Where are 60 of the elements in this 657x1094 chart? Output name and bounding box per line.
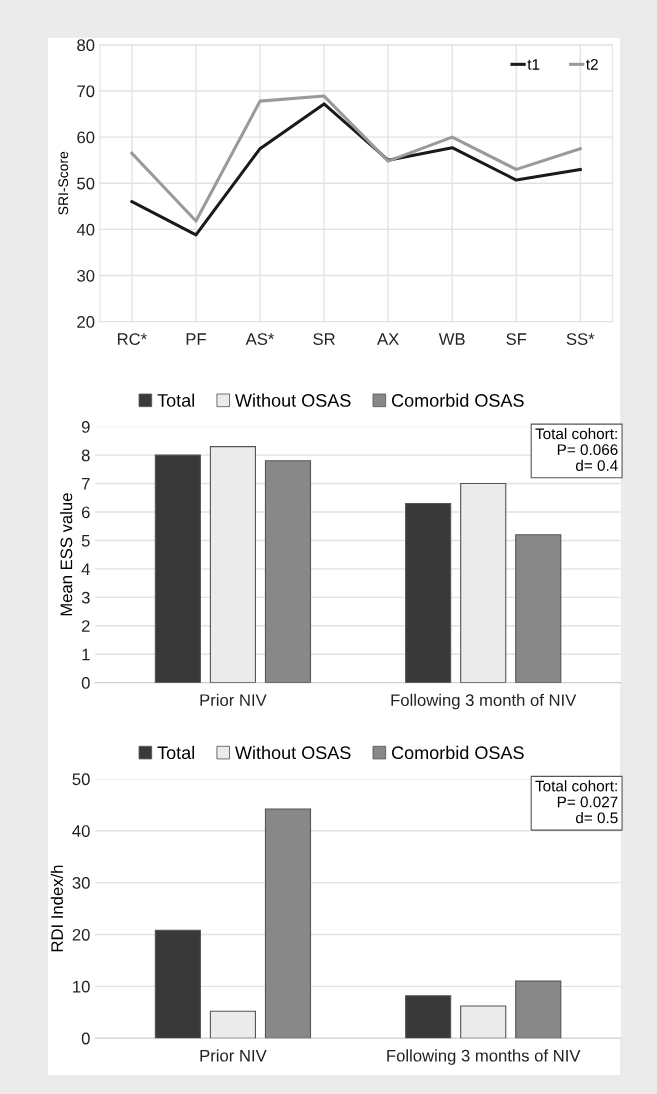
x-tick-label: AX — [377, 333, 399, 345]
y-tick-label: 9 — [81, 421, 90, 433]
y-axis-title: SRI-Score — [58, 151, 69, 215]
y-tick-label: 80 — [77, 39, 95, 52]
line-series — [130, 94, 582, 223]
bar — [154, 454, 201, 683]
bar — [154, 929, 201, 1039]
y-tick-label: 50 — [72, 773, 90, 786]
y-axis-title: Mean ESS value — [60, 493, 73, 616]
bar — [405, 502, 452, 683]
x-tick-label: Following 3 month of NIV — [391, 693, 577, 710]
y-tick-label: 10 — [73, 980, 90, 993]
y-tick-label: 3 — [81, 591, 90, 604]
y-tick-label: 60 — [77, 131, 95, 144]
x-tick-label: SR — [313, 333, 335, 345]
bar — [515, 534, 562, 683]
x-tick-label: Following 3 months of NIV — [387, 1049, 581, 1065]
bar — [264, 460, 312, 683]
legend-label: t1 — [527, 59, 540, 70]
legend-label: Comorbid OSAS — [391, 393, 524, 407]
annotation: Total cohort: P= 0.066 d= 0.4 — [535, 427, 618, 471]
y-tick-label: 2 — [81, 620, 90, 632]
line-series — [130, 102, 582, 237]
y-tick-label: 30 — [77, 269, 95, 282]
legend-label: t2 — [586, 59, 598, 70]
y-tick-label: 40 — [76, 223, 95, 236]
y-tick-label: 6 — [81, 506, 90, 519]
y-tick-label: 0 — [81, 1032, 90, 1045]
y-tick-label: 40 — [72, 825, 90, 837]
x-tick-label: SS* — [566, 333, 595, 345]
bar — [405, 995, 452, 1039]
bar — [209, 1010, 257, 1039]
y-tick-label: 5 — [81, 535, 90, 547]
y-tick-label: 20 — [77, 316, 95, 328]
x-tick-label: SF — [506, 333, 527, 345]
x-tick-label: Prior NIV — [200, 693, 267, 707]
y-tick-label: 20 — [72, 928, 90, 941]
x-tick-label: Prior NIV — [200, 1049, 267, 1062]
legend-label: Total — [157, 745, 195, 760]
legend-label: Total — [157, 393, 195, 407]
y-tick-label: 1 — [82, 648, 90, 661]
y-tick-label: 30 — [72, 877, 90, 889]
x-tick-label: PF — [186, 333, 206, 345]
x-tick-label: RC* — [117, 333, 147, 345]
bar — [264, 808, 312, 1039]
x-tick-label: AS* — [245, 333, 275, 345]
bar — [460, 1005, 507, 1039]
annotation: Total cohort: P= 0.027 d= 0.5 — [535, 780, 618, 824]
legend-label: Without OSAS — [235, 745, 351, 760]
x-tick-label: WB — [438, 333, 465, 345]
y-tick-label: 50 — [77, 177, 95, 190]
y-tick-label: 70 — [77, 85, 95, 98]
y-tick-label: 7 — [81, 478, 90, 490]
legend-label: Comorbid OSAS — [391, 745, 524, 760]
legend-label: Without OSAS — [235, 393, 351, 407]
y-axis-title: RDI Index/h — [50, 865, 64, 952]
y-tick-label: 8 — [81, 449, 90, 462]
y-tick-label: 4 — [81, 563, 90, 575]
bar — [515, 980, 562, 1039]
y-tick-label: 0 — [81, 677, 90, 689]
